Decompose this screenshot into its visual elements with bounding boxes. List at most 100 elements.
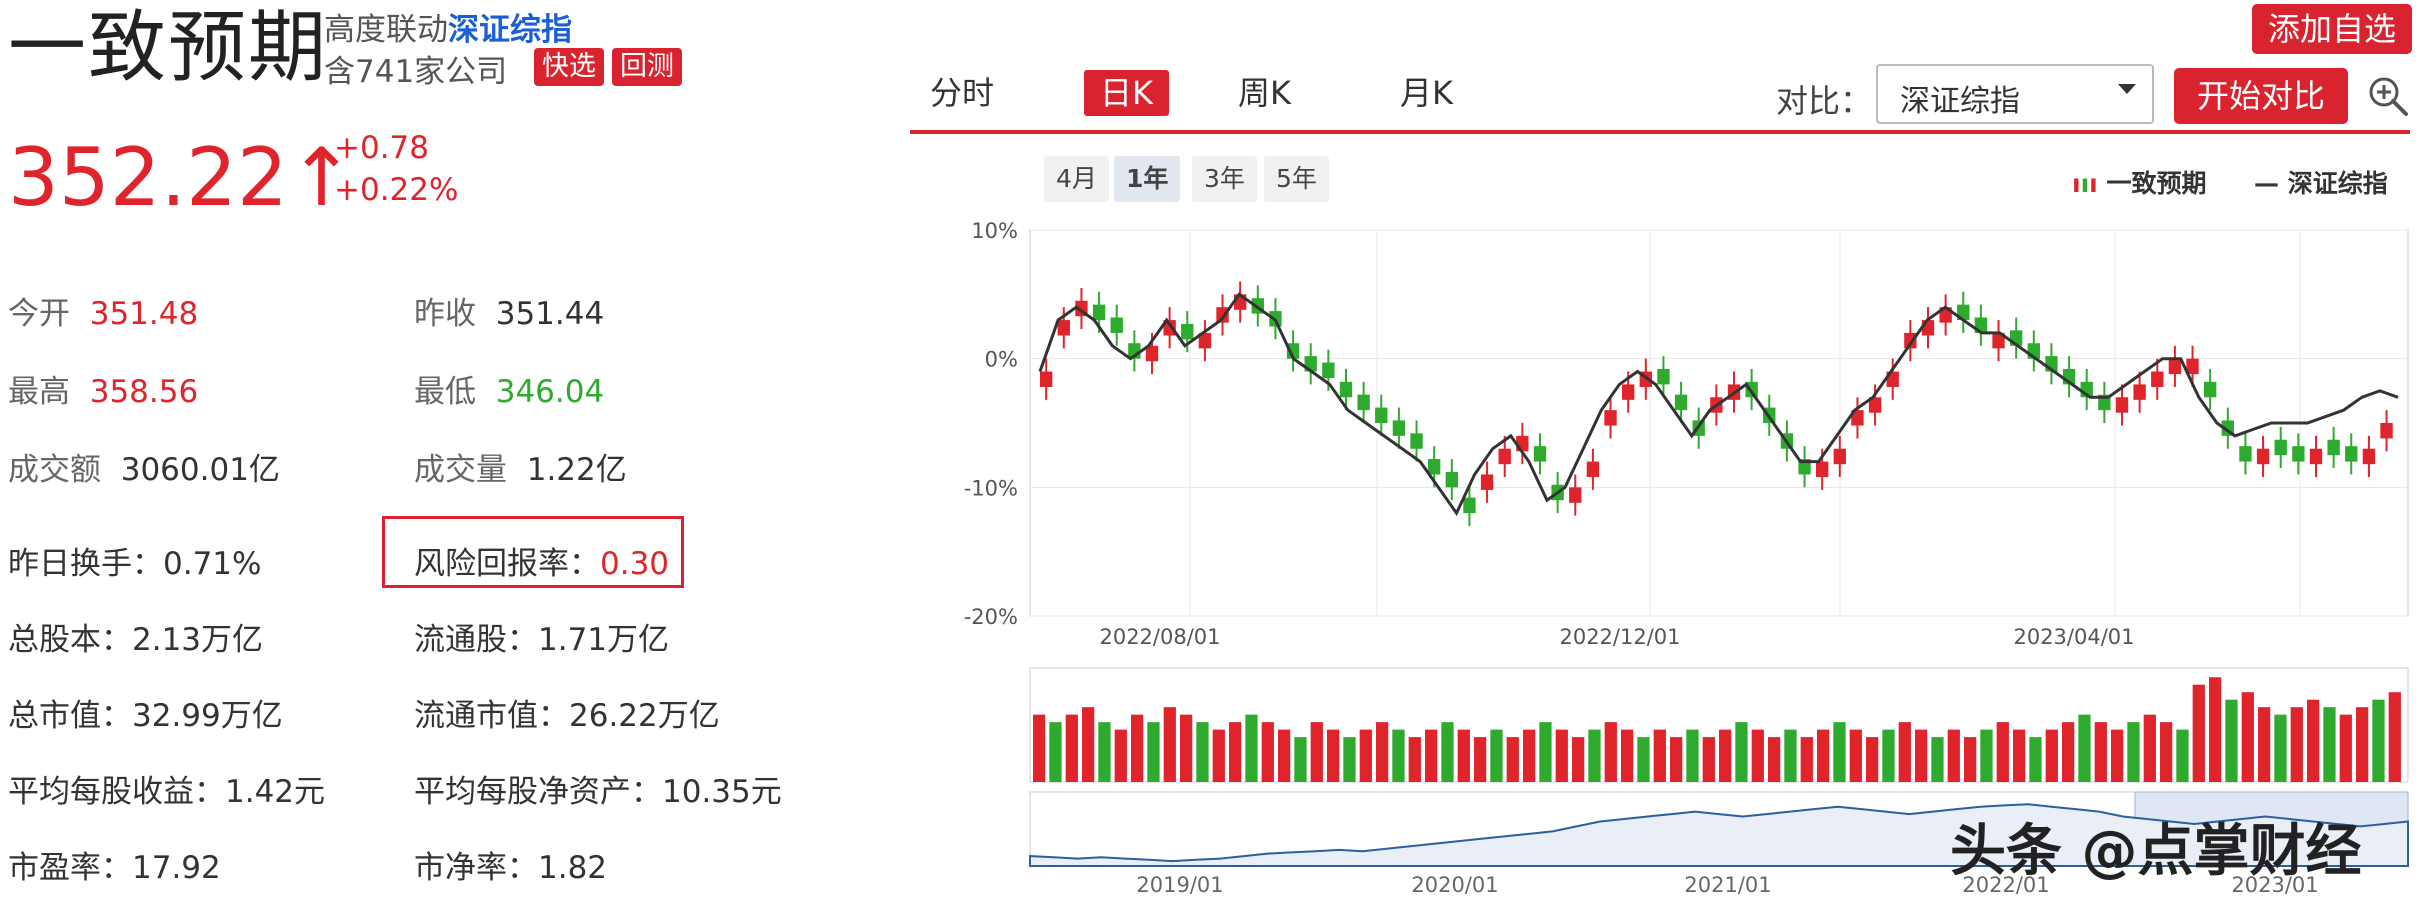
candle-body [2380,423,2393,439]
linked-index-link[interactable]: 深证综指 [448,12,572,48]
volume-bar [2192,684,2205,782]
candle-body [1586,461,1600,478]
line-legend-icon: — [2254,169,2279,198]
volume-bar [1800,737,1813,782]
navigator-x-tick-label: 2020/01 [1411,873,1498,897]
candle-body [1428,459,1441,475]
stat-pe: 市盈率：17.92 [8,850,221,886]
navigator-x-tick-label: 2019/01 [1136,873,1223,897]
volume-bar [2111,729,2124,782]
candle-body [1569,487,1582,503]
range-4m-button[interactable]: 4月 [1044,156,1109,202]
risk-highlight-box [382,516,684,588]
candle-body [1375,407,1388,423]
tab-weekly-k[interactable]: 周K [1238,74,1291,112]
volume-bar [2258,707,2271,782]
candle-body [1480,474,1494,490]
candle-body [2168,358,2182,375]
volume-bar [1882,729,1895,782]
zoom-in-icon[interactable] [2366,74,2410,118]
volume-bar [1523,729,1536,782]
candlestick-icon: ı [2072,169,2081,198]
volume-bar [2388,692,2401,782]
volume-bar [2372,699,2385,782]
volume-bar [2013,729,2026,782]
volume-bar [1964,737,1977,782]
start-compare-button[interactable]: 开始对比 [2174,68,2348,124]
range-3y-button[interactable]: 3年 [1192,156,1257,202]
navigator-x-tick-label: 2021/01 [1684,873,1771,897]
volume-bar [1490,729,1503,782]
candle-body [1057,320,1070,336]
candle-body [2239,446,2252,462]
volume-bar [1817,729,1830,782]
candle-body [1657,368,1670,385]
candle-body [1904,332,1917,349]
volume-bar [2029,737,2042,782]
compare-index-select[interactable]: 深证综指 [1876,64,2154,124]
candle-body [1498,448,1511,465]
volume-bar [1555,729,1568,782]
volume-bar [1751,729,1764,782]
volume-bar [2241,692,2254,782]
volume-bar [1408,737,1421,782]
volume-bar [2176,729,2189,782]
candle-body [1833,448,1846,465]
volume-bar [1457,729,1470,782]
quick-select-button[interactable]: 快选 [534,48,604,86]
range-5y-button[interactable]: 5年 [1264,156,1329,202]
stat-float-shares: 流通股：1.71万亿 [414,622,670,658]
volume-bar [1980,729,1993,782]
volume-bar [2127,722,2140,782]
volume-bar [1506,737,1519,782]
candle-body [1040,371,1053,387]
range-1y-button[interactable]: 1年 [1114,156,1181,202]
toolbar-divider [910,130,2410,134]
candle-body [2292,446,2305,462]
volume-bar [1915,729,1928,782]
candle-body [2204,381,2217,398]
volume-bar [2094,722,2107,782]
volume-bar [1392,729,1405,782]
y-tick-label: 10% [971,219,1018,243]
x-tick-label: 2022/08/01 [1099,625,1220,649]
volume-bar [2356,707,2369,782]
tab-intraday[interactable]: 分时 [930,74,995,112]
candle-body [1339,381,1353,398]
volume-bar [1670,737,1683,782]
navigator-x-tick-label: 2022/01 [1962,873,2049,897]
watermark-text: 头条 @点掌财经 [1950,819,2362,884]
candle-body [2309,448,2323,465]
x-tick-label: 2023/04/01 [2013,625,2134,649]
volume-bar [1294,737,1307,782]
volume-bar [1065,714,1078,782]
volume-bar [1898,722,1911,782]
up-arrow-icon: ↑ [287,131,355,224]
tab-daily-k[interactable]: 日K [1084,70,1169,116]
candle-body [1622,384,1635,400]
current-price: 352.22↑ [8,128,355,228]
stat-amount: 成交额 3060.01亿 [8,452,280,488]
volume-bar [2160,722,2173,782]
volume-bar [2339,714,2352,782]
add-to-watchlist-button[interactable]: 添加自选 [2252,4,2412,54]
volume-bar [1327,729,1340,782]
volume-bar [1604,722,1617,782]
volume-bar [1212,729,1225,782]
candle-body [2327,439,2340,456]
volume-bar [1474,737,1487,782]
candle-body [1533,446,1547,462]
backtest-button[interactable]: 回测 [612,48,682,86]
stat-float-market-cap: 流通市值：26.22万亿 [414,698,720,734]
candle-body [1286,343,1300,359]
x-tick-label: 2022/12/01 [1559,625,1680,649]
volume-bar [1931,737,1944,782]
volume-bar [1049,722,1062,782]
compare-select-value: 深证综指 [1900,84,2020,119]
stat-market-cap: 总市值：32.99万亿 [8,698,283,734]
volume-bar [2045,729,2058,782]
volume-bar [1278,729,1291,782]
tab-monthly-k[interactable]: 月K [1400,74,1453,112]
candle-body [1463,497,1476,514]
volume-bar [2274,714,2287,782]
